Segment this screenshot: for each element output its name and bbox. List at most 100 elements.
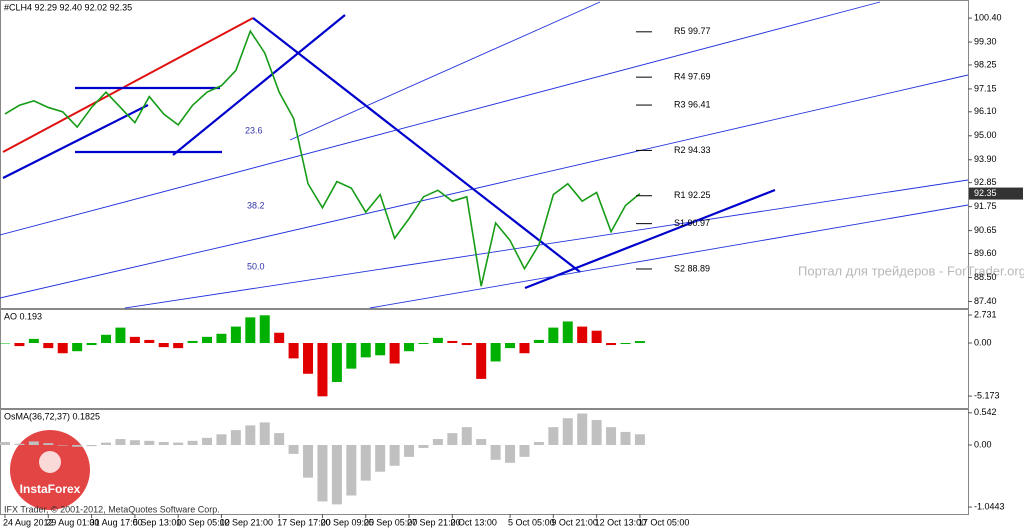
histogram-bar [115, 327, 126, 343]
y-tick-label: 95.00 [974, 130, 997, 140]
histogram-bar [461, 427, 472, 445]
histogram-bar [129, 440, 140, 445]
x-tick-label: 24 Aug 2012 [3, 517, 54, 527]
histogram-bar [591, 420, 602, 445]
histogram-bar [519, 444, 530, 457]
histogram-bar [144, 440, 155, 445]
histogram-bar [360, 343, 371, 358]
histogram-bar [245, 425, 256, 445]
histogram-bar [187, 340, 198, 343]
histogram-bar [216, 434, 227, 445]
histogram-bar [115, 439, 126, 445]
histogram-bar [548, 427, 559, 445]
pivot-label: R4 97.69 [674, 72, 711, 82]
histogram-bar [404, 444, 415, 457]
histogram-bar [634, 434, 645, 445]
histogram-bar [476, 343, 487, 379]
histogram-bar [173, 343, 184, 349]
histogram-bar [0, 343, 10, 344]
histogram-bar [533, 442, 544, 445]
histogram-bar [432, 337, 443, 343]
pivot-label: R3 96.41 [674, 99, 711, 109]
histogram-bar [490, 343, 501, 362]
histogram-bar [346, 343, 357, 369]
histogram-bar [461, 343, 472, 346]
pivot-label: S1 90.97 [674, 218, 710, 228]
histogram-bar [476, 439, 487, 445]
y-tick-label: 93.90 [974, 154, 997, 164]
histogram-bar [548, 327, 559, 343]
histogram-bar [634, 341, 645, 343]
histogram-bar [533, 339, 544, 343]
histogram-bar [86, 343, 97, 346]
histogram-bar [505, 343, 516, 349]
histogram-bar [303, 444, 314, 478]
price-line [4, 29, 641, 287]
histogram-bar [577, 413, 588, 445]
histogram-bar [519, 343, 530, 354]
x-tick-label: 9 Oct 21:00 [551, 517, 598, 527]
histogram-bar [375, 444, 386, 472]
y-tick-label: 0.542 [974, 407, 997, 417]
y-tick-label: 92.85 [974, 177, 997, 187]
x-tick-label: 12 Sep 21:00 [219, 517, 273, 527]
histogram-bar [14, 343, 25, 347]
histogram-bar [230, 326, 241, 343]
histogram-bar [57, 444, 68, 446]
x-tick-label: 17 Oct 05:00 [638, 517, 690, 527]
y-tick-label: 98.25 [974, 59, 997, 69]
histogram-bar [346, 444, 357, 496]
histogram-bar [72, 343, 83, 352]
panel-frames [0, 0, 969, 515]
x-tick-label: 5 Sep 13:00 [133, 517, 182, 527]
copyright: IFX Trader, © 2001-2012, MetaQuotes Soft… [4, 504, 220, 514]
x-tick-label: 10 Sep 05:00 [176, 517, 230, 527]
x-tick-label: 17 Sep 17:00 [277, 517, 331, 527]
histogram-bar [28, 338, 39, 343]
y-tick-label: 2.731 [974, 309, 997, 319]
logo-text: InstaForex [20, 482, 81, 496]
histogram-bar [144, 339, 155, 343]
osma-title: OsMA(36,72,37) 0.1825 [4, 411, 100, 421]
histogram-bar [606, 427, 617, 445]
x-tick-label: 27 Sep 21:00 [407, 517, 461, 527]
histogram-bar [447, 433, 458, 445]
y-tick-label: -1.0443 [974, 501, 1005, 511]
histogram-bar [43, 443, 54, 445]
current-price: 92.35 [974, 188, 997, 198]
histogram-bar [101, 334, 112, 343]
x-tick-label: 31 Aug 17:00 [90, 517, 143, 527]
histogram-bar [606, 343, 617, 346]
y-tick-label: 0.00 [974, 337, 992, 347]
trend-lines [0, 1, 969, 309]
histogram-bar [158, 442, 169, 445]
histogram-bar [375, 343, 386, 356]
histogram-bar [0, 442, 10, 445]
histogram-bar [230, 430, 241, 445]
y-tick-label: 96.10 [974, 106, 997, 116]
histogram-bar [288, 343, 299, 359]
histogram-bar [303, 343, 314, 374]
histogram-bar [562, 321, 573, 343]
x-tick-label: 25 Sep 05:00 [364, 517, 418, 527]
histogram-bar [28, 441, 39, 445]
histogram-bar [317, 444, 328, 502]
histogram-bar [57, 343, 68, 354]
chart-title: #CLH4 92.29 92.40 92.02 92.35 [4, 2, 132, 12]
fib-label: 50.0 [247, 261, 265, 271]
histogram-bar [331, 444, 342, 505]
current-price-box [969, 187, 1023, 200]
y-tick-label: 0.00 [974, 439, 992, 449]
watermark: Портал для трейдеров - ForTrader.org [798, 263, 1024, 278]
histogram-bar [158, 343, 169, 348]
histogram-bar [505, 444, 516, 463]
logo: InstaForex [10, 430, 90, 510]
x-tick-label: 5 Oct 05:00 [508, 517, 555, 527]
histogram-bar [129, 336, 140, 343]
histogram-bar [418, 444, 429, 448]
x-tick-label: 20 Sep 09:00 [320, 517, 374, 527]
y-tick-label: 99.30 [974, 36, 997, 46]
histogram-bar [389, 343, 400, 364]
histogram-bar [490, 444, 501, 460]
